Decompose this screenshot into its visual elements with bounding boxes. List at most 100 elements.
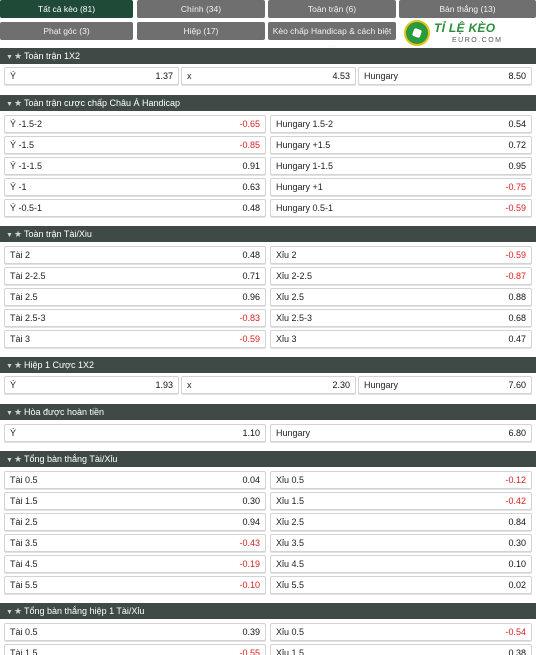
odds-cell[interactable]: Ý 1.10 — [4, 424, 266, 442]
tab-goals[interactable]: Bàn thắng (13) — [399, 0, 536, 18]
odds-cell[interactable]: Xỉu 1.5 -0.42 — [270, 492, 532, 510]
odds-cell[interactable]: Tài 3 -0.59 — [4, 330, 266, 348]
odds-cell[interactable]: Hungary +1.5 0.72 — [270, 136, 532, 154]
odds-cell[interactable]: Tài 4.5 -0.19 — [4, 555, 266, 573]
odds-cell[interactable]: Tài 2.5 0.94 — [4, 513, 266, 531]
odds-cell[interactable]: Hungary 6.80 — [270, 424, 532, 442]
tab-all[interactable]: Tất cả kèo (81) — [0, 0, 133, 18]
tab-handicap[interactable]: Kèo chấp Handicap & cách biệt (5) — [268, 22, 396, 54]
odds-cell[interactable]: Ý -1 0.63 — [4, 178, 266, 196]
caret-down-icon: ▼ — [6, 410, 13, 417]
odds-value: -0.43 — [239, 538, 260, 548]
odds-cell[interactable]: Xỉu 1.5 0.38 — [270, 644, 532, 655]
odds-cell[interactable]: Tài 2.5 0.96 — [4, 288, 266, 306]
star-icon[interactable]: ★ — [14, 51, 23, 61]
odds-value: -0.65 — [239, 119, 260, 129]
odds-cell[interactable]: Hungary 7.60 — [358, 376, 532, 394]
odds-value: -0.42 — [505, 496, 526, 506]
star-icon[interactable]: ★ — [14, 606, 23, 616]
odds-cell[interactable]: Ý -1.5-2 -0.65 — [4, 115, 266, 133]
star-icon[interactable]: ★ — [14, 229, 23, 239]
odds-cell[interactable]: Xỉu 4.5 0.10 — [270, 555, 532, 573]
odds-value: -0.59 — [239, 334, 260, 344]
odds-label: Ý -1 — [10, 182, 27, 192]
section-title: Toàn trận 1X2 — [24, 51, 81, 61]
odds-cell[interactable]: Tài 1.5 -0.55 — [4, 644, 266, 655]
odds-cell[interactable]: Ý -0.5-1 0.48 — [4, 199, 266, 217]
odds-value: 1.93 — [155, 380, 173, 390]
odds-label: Tài 2.5 — [10, 292, 38, 302]
odds-label: Hungary 0.5-1 — [276, 203, 334, 213]
star-icon[interactable]: ★ — [14, 360, 23, 370]
tab-half[interactable]: Hiệp (17) — [137, 22, 265, 40]
odds-cell[interactable]: x 4.53 — [181, 67, 356, 85]
odds-cell[interactable]: Xỉu 2 -0.59 — [270, 246, 532, 264]
odds-cell[interactable]: Xỉu 2.5-3 0.68 — [270, 309, 532, 327]
odds-cell[interactable]: Hungary +1 -0.75 — [270, 178, 532, 196]
tab-corners[interactable]: Phạt góc (3) — [0, 22, 133, 40]
odds-value: -0.87 — [505, 271, 526, 281]
odds-cell[interactable]: Ý -1-1.5 0.91 — [4, 157, 266, 175]
odds-cell[interactable]: Tài 2.5-3 -0.83 — [4, 309, 266, 327]
odds-cell[interactable]: Xỉu 5.5 0.02 — [270, 576, 532, 594]
odds-label: Hungary 1.5-2 — [276, 119, 334, 129]
odds-cell[interactable]: Tài 3.5 -0.43 — [4, 534, 266, 552]
odds-label: Hungary +1.5 — [276, 140, 331, 150]
odds-cell[interactable]: Ý -1.5 -0.85 — [4, 136, 266, 154]
odds-label: Tài 3 — [10, 334, 31, 344]
odds-value: 0.63 — [242, 182, 260, 192]
section-header[interactable]: ▼★ Hiệp 1 Cược 1X2 — [0, 357, 536, 373]
star-icon[interactable]: ★ — [14, 407, 23, 417]
caret-down-icon: ▼ — [6, 609, 13, 616]
odds-cell[interactable]: Tài 5.5 -0.10 — [4, 576, 266, 594]
site-logo[interactable]: TỈ LỆ KÈO EURO.COM — [402, 18, 536, 48]
star-icon[interactable]: ★ — [14, 454, 23, 464]
odds-cell[interactable]: Xỉu 0.5 -0.12 — [270, 471, 532, 489]
odds-cell[interactable]: Tài 0.5 0.04 — [4, 471, 266, 489]
section-header[interactable]: ▼★ Toàn trận Tài/Xiu — [0, 226, 536, 242]
tab-full-match[interactable]: Toàn trận (6) — [268, 0, 396, 18]
odds-cell[interactable]: Hungary 1.5-2 0.54 — [270, 115, 532, 133]
odds-cell[interactable]: Xỉu 3 0.47 — [270, 330, 532, 348]
odds-cell[interactable]: Tài 2-2.5 0.71 — [4, 267, 266, 285]
odds-value: -0.85 — [239, 140, 260, 150]
odds-cell[interactable]: x 2.30 — [181, 376, 356, 394]
odds-label: Tài 2.5-3 — [10, 313, 46, 323]
odds-cell[interactable]: Hungary 1-1.5 0.95 — [270, 157, 532, 175]
odds-label: Tài 3.5 — [10, 538, 38, 548]
odds-label: Xỉu 1.5 — [276, 496, 305, 506]
odds-value: 0.04 — [242, 475, 260, 485]
section-header[interactable]: ▼★ Toàn trận cược chấp Châu Á Handicap — [0, 95, 536, 111]
odds-label: Xỉu 2.5 — [276, 292, 305, 302]
odds-cell[interactable]: Hungary 8.50 — [358, 67, 532, 85]
odds-cell[interactable]: Tài 0.5 0.39 — [4, 623, 266, 641]
odds-label: Hungary — [364, 380, 399, 390]
odds-cell[interactable]: Tài 2 0.48 — [4, 246, 266, 264]
odds-value: -0.10 — [239, 580, 260, 590]
odds-label: Ý — [10, 428, 17, 438]
section-header[interactable]: ▼★ Hòa được hoàn tiền — [0, 404, 536, 420]
odds-cell[interactable]: Xỉu 2.5 0.84 — [270, 513, 532, 531]
section-header[interactable]: ▼★ Tổng bàn thắng hiệp 1 Tài/Xỉu — [0, 603, 536, 619]
odds-label: Xỉu 3 — [276, 334, 297, 344]
section-header[interactable]: ▼★ Tổng bàn thắng Tài/Xỉu — [0, 451, 536, 467]
odds-label: Xỉu 2.5-3 — [276, 313, 313, 323]
section-header[interactable]: ▼★ Toàn trận 1X2 — [0, 48, 536, 64]
odds-label: Ý — [10, 71, 17, 81]
odds-cell[interactable]: Xỉu 2-2.5 -0.87 — [270, 267, 532, 285]
tab-main[interactable]: Chính (34) — [137, 0, 265, 18]
odds-value: 0.71 — [242, 271, 260, 281]
section-title: Hòa được hoàn tiền — [24, 407, 104, 417]
odds-cell[interactable]: Xỉu 0.5 -0.54 — [270, 623, 532, 641]
star-icon[interactable]: ★ — [14, 98, 23, 108]
odds-cell[interactable]: Tài 1.5 0.30 — [4, 492, 266, 510]
odds-label: Xỉu 0.5 — [276, 475, 305, 485]
odds-value: 4.53 — [332, 71, 350, 81]
odds-cell[interactable]: Xỉu 2.5 0.88 — [270, 288, 532, 306]
odds-cell[interactable]: Ý 1.93 — [4, 376, 179, 394]
odds-value: 0.94 — [242, 517, 260, 527]
caret-down-icon: ▼ — [6, 232, 13, 239]
odds-cell[interactable]: Ý 1.37 — [4, 67, 179, 85]
odds-cell[interactable]: Hungary 0.5-1 -0.59 — [270, 199, 532, 217]
odds-cell[interactable]: Xỉu 3.5 0.30 — [270, 534, 532, 552]
